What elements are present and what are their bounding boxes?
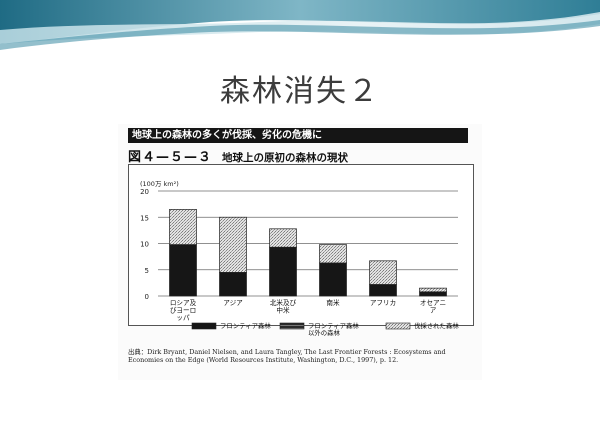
bar-segment bbox=[419, 287, 447, 293]
figure-subtitle: 地球上の原初の森林の現状 bbox=[222, 152, 349, 164]
scanned-figure: 地球上の森林の多くが伐採、劣化の危機に 図４—５—３ 地球上の原初の森林の現状 (… bbox=[118, 124, 482, 380]
bar-segment bbox=[419, 291, 447, 297]
bar-segment bbox=[369, 284, 397, 297]
bar-segment bbox=[219, 272, 247, 297]
y-axis-label: (100万 km²) bbox=[140, 180, 179, 188]
y-tick-label: 5 bbox=[145, 267, 149, 275]
slide-title: 森林消失２ bbox=[220, 74, 380, 109]
bar-segment bbox=[169, 209, 197, 245]
legend-swatch bbox=[191, 322, 217, 330]
bar-segment bbox=[219, 216, 247, 273]
figure-source: 出典：Dirk Bryant, Daniel Nielsen, and Laur… bbox=[128, 348, 446, 364]
bar-segment bbox=[269, 228, 297, 248]
x-category-label: 南米 bbox=[326, 298, 340, 307]
x-category-label: 北米及び中米 bbox=[270, 298, 297, 315]
figure-number: 図４—５—３ bbox=[128, 150, 213, 165]
y-tick-label: 10 bbox=[140, 241, 149, 249]
x-category-label: オセアニア bbox=[420, 299, 446, 315]
bar-segment bbox=[319, 244, 347, 264]
x-category-label: ロシア及びヨーロッパ bbox=[170, 299, 197, 322]
figure-caption-bar: 地球上の森林の多くが伐採、劣化の危機に bbox=[128, 128, 468, 143]
legend-swatch bbox=[279, 322, 305, 330]
y-tick-label: 0 bbox=[145, 293, 149, 301]
bar-segment bbox=[319, 262, 347, 297]
bar-segment bbox=[269, 246, 297, 297]
stacked-bar-chart: (100万 km²) 0 5 10 15 20 ロシア及びヨーロッパ アジア 北米及び中米 南米 ア… bbox=[140, 180, 459, 337]
x-category-label: アフリカ bbox=[370, 299, 396, 307]
figure-title: 図４—５—３ 地球上の原初の森林の現状 bbox=[128, 146, 478, 165]
legend-label: フロンティア森林以外の森林 bbox=[308, 321, 359, 337]
bar-segment bbox=[369, 260, 397, 285]
y-tick-label: 20 bbox=[140, 188, 149, 196]
legend-swatch bbox=[385, 322, 411, 330]
legend-label: 伐採された森林 bbox=[414, 321, 459, 330]
header-swoosh-banner bbox=[0, 0, 600, 50]
bar-segment bbox=[169, 244, 197, 297]
legend-label: フロンティア森林 bbox=[220, 321, 271, 330]
y-tick-label: 15 bbox=[140, 214, 149, 222]
x-category-label: アジア bbox=[223, 299, 243, 307]
